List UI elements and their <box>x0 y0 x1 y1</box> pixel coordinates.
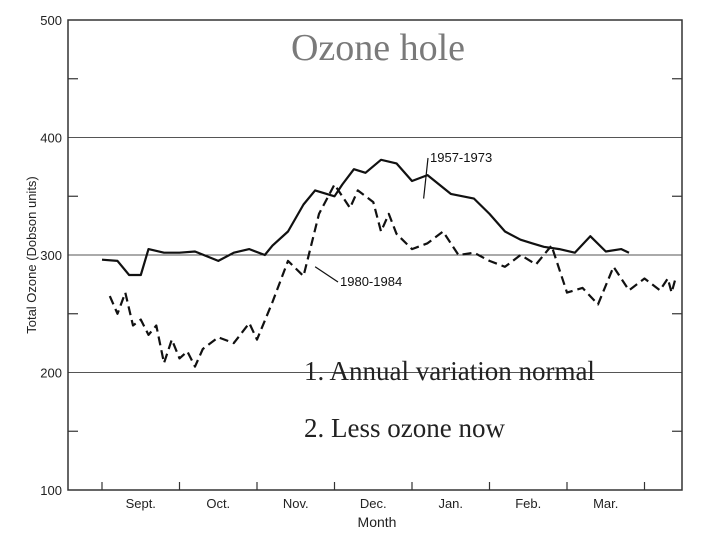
annotation-leader-1957-1973 <box>423 157 429 199</box>
x-tick-label-nov: Nov. <box>283 496 309 511</box>
annotations: 1957-1973 1980-1984 <box>314 150 492 289</box>
y-ticks: 500 400 300 200 100 <box>40 13 682 498</box>
annotation-label-1957-1973: 1957-1973 <box>430 150 492 165</box>
x-tick-label-feb: Feb. <box>515 496 541 511</box>
grid <box>68 137 682 373</box>
y-axis-label: Total Ozone (Dobson units) <box>24 176 39 334</box>
x-tick-label-mar: Mar. <box>593 496 618 511</box>
chart-title: Ozone hole <box>290 27 466 69</box>
series-line-1957-1973 <box>101 158 630 277</box>
x-axis-label: Month <box>358 514 397 530</box>
series <box>101 158 677 368</box>
plot-frame <box>67 19 683 491</box>
x-ticks: Sept. Oct. Nov. Dec. Jan. Feb. Mar. <box>101 482 646 511</box>
y-tick-label-200: 200 <box>40 366 62 381</box>
note-less-ozone: 2. Less ozone now <box>304 413 505 443</box>
y-tick-label-400: 400 <box>40 131 62 146</box>
y-tick-label-300: 300 <box>40 248 62 263</box>
x-tick-label-oct: Oct. <box>206 496 230 511</box>
annotation-label-1980-1984: 1980-1984 <box>340 274 402 289</box>
series-line-1980-1984 <box>108 183 677 368</box>
x-tick-label-jan: Jan. <box>438 496 463 511</box>
note-annual-variation: 1. Annual variation normal <box>304 356 595 386</box>
y-tick-label-100: 100 <box>40 483 62 498</box>
y-tick-label-500: 500 <box>40 13 62 28</box>
x-tick-label-dec: Dec. <box>360 496 387 511</box>
annotation-leader-1980-1984 <box>314 266 339 283</box>
x-tick-label-sept: Sept. <box>126 496 156 511</box>
